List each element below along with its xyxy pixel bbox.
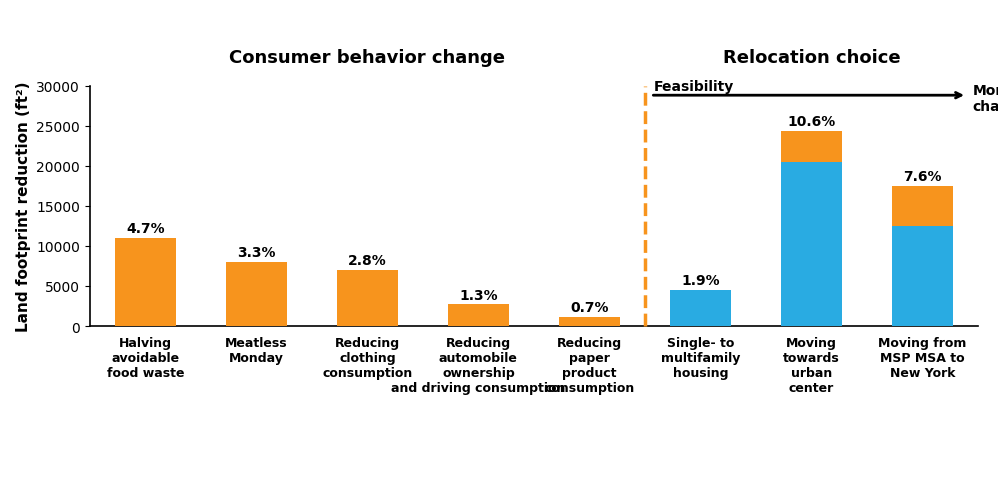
Text: 3.3%: 3.3% [238,246,275,260]
Text: 1.3%: 1.3% [459,288,498,302]
Text: More
challenging: More challenging [972,84,998,113]
Text: 4.7%: 4.7% [126,222,165,236]
Bar [448,305,509,326]
Text: 1.9%: 1.9% [682,274,720,288]
Bar [559,318,620,326]
Bar [781,132,842,162]
Bar [226,263,286,326]
Y-axis label: Land footprint reduction (ft²): Land footprint reduction (ft²) [16,82,31,331]
Bar [337,270,398,326]
Text: Feasibility: Feasibility [654,80,735,94]
Bar [781,162,842,326]
Text: 10.6%: 10.6% [787,115,835,129]
Text: Consumer behavior change: Consumer behavior change [230,49,505,67]
Bar [892,186,953,227]
Bar [892,227,953,326]
Text: Relocation choice: Relocation choice [723,49,900,67]
Text: 2.8%: 2.8% [348,253,387,268]
Bar [115,239,176,326]
Text: 0.7%: 0.7% [570,301,609,315]
Bar [670,290,731,326]
Text: 7.6%: 7.6% [903,169,942,184]
